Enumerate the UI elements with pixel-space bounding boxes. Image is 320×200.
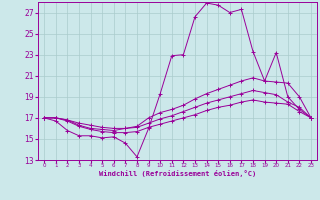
X-axis label: Windchill (Refroidissement éolien,°C): Windchill (Refroidissement éolien,°C) xyxy=(99,170,256,177)
